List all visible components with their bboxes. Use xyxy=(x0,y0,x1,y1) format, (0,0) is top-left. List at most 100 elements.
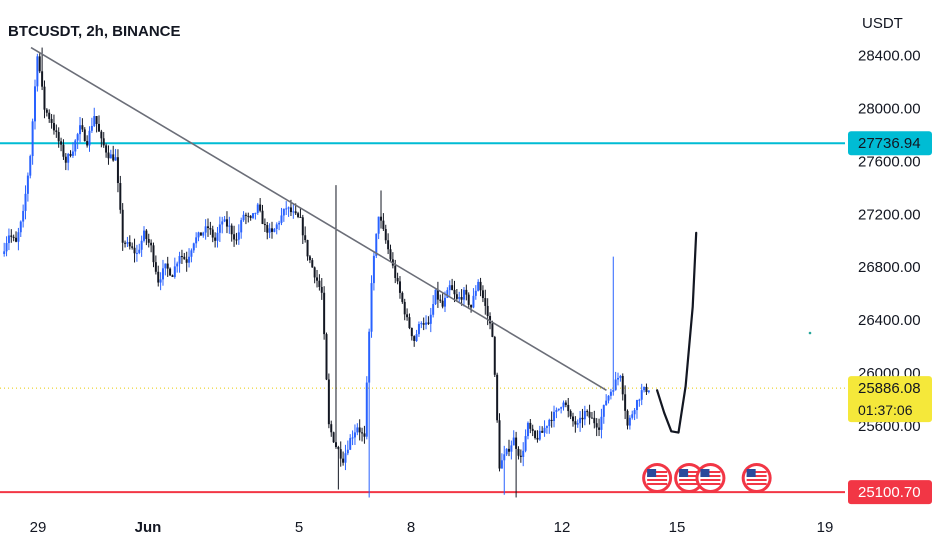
svg-text:25100.70: 25100.70 xyxy=(858,484,921,501)
economic-events[interactable] xyxy=(642,463,772,493)
candle-body xyxy=(555,410,558,412)
candle-body xyxy=(195,237,198,244)
us-flag-icon[interactable] xyxy=(741,463,772,493)
candle-body xyxy=(273,228,276,232)
projection-path[interactable] xyxy=(656,231,698,434)
candle-body xyxy=(180,256,183,258)
candle-body xyxy=(500,460,503,469)
candle-body xyxy=(541,430,544,433)
candle-body xyxy=(188,256,191,263)
candle-body xyxy=(481,290,484,299)
candle-body xyxy=(420,323,423,325)
candle-body xyxy=(432,304,435,315)
candle-body xyxy=(628,417,631,426)
candle-body xyxy=(489,316,492,324)
candle-body xyxy=(109,154,112,159)
candle-body xyxy=(230,225,233,235)
us-flag-icon[interactable] xyxy=(674,463,705,493)
candle-body xyxy=(10,235,13,237)
candle-body xyxy=(505,448,508,455)
drawings[interactable] xyxy=(30,46,812,434)
candle-body xyxy=(316,277,319,281)
candle-body xyxy=(425,322,428,325)
candle-body xyxy=(517,448,520,456)
candle-body xyxy=(74,140,77,152)
candle-body xyxy=(285,208,288,210)
candle-body xyxy=(621,375,624,395)
candle-body xyxy=(38,56,41,72)
candle-body xyxy=(444,297,447,307)
y-tick-label: 28400.00 xyxy=(858,48,921,65)
candle-body xyxy=(351,437,354,439)
candle-body xyxy=(24,193,27,211)
candle-body xyxy=(363,433,366,437)
candle-body xyxy=(422,323,425,325)
candle-body xyxy=(569,411,572,417)
candle-body xyxy=(453,289,456,295)
candle-body xyxy=(522,450,525,457)
candle-body xyxy=(124,242,127,244)
candle-body xyxy=(3,251,6,254)
candle-body xyxy=(133,247,136,254)
price-levels xyxy=(0,142,845,494)
candle-body xyxy=(216,232,219,241)
candle-body xyxy=(344,453,347,463)
candle-body xyxy=(486,305,489,317)
candle-body xyxy=(337,447,340,450)
candle-body xyxy=(192,243,195,251)
candle-body xyxy=(389,249,392,260)
y-tick-label: 26800.00 xyxy=(858,259,921,276)
us-flag-icon[interactable] xyxy=(642,463,673,493)
candle-body xyxy=(564,402,567,405)
price-axis[interactable]: 28400.00 28000.00 27600.00 27200.00 26800.00… xyxy=(848,48,932,505)
candle-body xyxy=(358,427,361,433)
candle-body xyxy=(143,230,146,241)
candle-body xyxy=(590,417,593,419)
candle-body xyxy=(372,255,375,284)
candle-body xyxy=(647,390,650,392)
candle-body xyxy=(491,323,494,337)
candle-body xyxy=(602,405,605,417)
candle-body xyxy=(259,204,262,211)
candle-body xyxy=(135,252,138,254)
candle-body xyxy=(171,275,174,277)
candle-body xyxy=(598,427,601,430)
candle-body xyxy=(90,125,93,131)
candle-body xyxy=(64,156,67,163)
resistance-price-badge[interactable]: 27736.94 xyxy=(848,131,932,156)
candle-body xyxy=(458,297,461,299)
candle-body xyxy=(515,437,518,449)
trendline[interactable] xyxy=(30,46,607,391)
us-flag-icon[interactable] xyxy=(695,463,726,493)
support-price-badge[interactable]: 25100.70 xyxy=(848,480,932,505)
candle-body xyxy=(308,256,311,261)
candle-body xyxy=(576,423,579,425)
candle-body xyxy=(581,417,584,420)
candle-body xyxy=(446,290,449,298)
candle-body xyxy=(633,410,636,415)
candle-body xyxy=(275,224,278,229)
candle-body xyxy=(323,292,326,335)
candle-body xyxy=(138,249,141,253)
candle-body xyxy=(197,232,200,238)
candle-body xyxy=(112,154,115,161)
candle-body xyxy=(311,260,314,268)
candle-body xyxy=(451,285,454,290)
candle-body xyxy=(244,214,247,216)
candle-body xyxy=(600,416,603,430)
candle-body xyxy=(301,217,304,236)
candle-body xyxy=(643,386,646,391)
candle-body xyxy=(380,216,383,221)
time-axis[interactable]: 29 Jun 5 8 12 15 19 xyxy=(30,519,834,536)
x-tick-label: 5 xyxy=(295,519,303,536)
current-price-badge[interactable]: 25886.08 01:37:06 xyxy=(848,376,932,423)
candle-body xyxy=(107,152,110,159)
candle-body xyxy=(543,427,546,433)
x-tick-label: Jun xyxy=(135,519,162,536)
candle-body xyxy=(588,411,591,418)
candle-body xyxy=(52,122,55,131)
candle-body xyxy=(43,86,46,110)
candle-body xyxy=(429,314,432,324)
candle-body xyxy=(365,382,368,437)
